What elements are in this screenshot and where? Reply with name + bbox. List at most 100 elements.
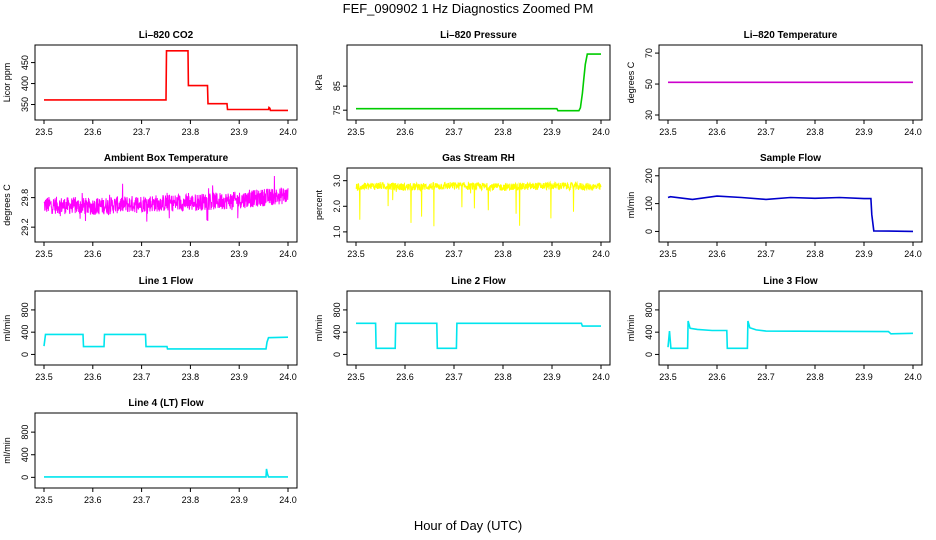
x-tick-label: 23.8 bbox=[182, 249, 200, 259]
plot-frame bbox=[34, 290, 298, 366]
y-axis-title: ml/min bbox=[2, 315, 12, 342]
x-tick-label: 24.0 bbox=[279, 495, 297, 505]
panel-9: Line 3 Flow 23.5 23.6 23.7 23.8 23.9 24.0 0 400 8… bbox=[626, 276, 923, 382]
x-tick-label: 23.8 bbox=[182, 495, 200, 505]
x-tick-label: 23.6 bbox=[708, 249, 726, 259]
y-tick-label: 200 bbox=[644, 168, 654, 183]
x-axis-label: Hour of Day (UTC) bbox=[413, 518, 523, 533]
y-axis-title: kPa bbox=[314, 75, 324, 91]
panel-title: Ambient Box Temperature bbox=[104, 153, 229, 164]
x-tick-label: 23.8 bbox=[806, 249, 824, 259]
x-tick-label: 23.9 bbox=[230, 127, 248, 137]
panel-title: Li–820 Temperature bbox=[744, 30, 838, 41]
y-tick-label: 450 bbox=[20, 55, 30, 70]
y-axis-title: ml/min bbox=[2, 437, 12, 464]
x-tick-label: 23.7 bbox=[445, 372, 463, 382]
plot-frame bbox=[34, 167, 298, 243]
x-tick-label: 23.7 bbox=[133, 495, 151, 505]
series-line bbox=[44, 468, 288, 478]
panel-8: Line 2 Flow 23.5 23.6 23.7 23.8 23.9 24.0 0 400 8… bbox=[314, 276, 611, 382]
plot-frame bbox=[346, 167, 611, 243]
x-tick-label: 23.5 bbox=[659, 127, 677, 137]
x-tick-label: 23.6 bbox=[396, 249, 414, 259]
y-axis-title: degrees C bbox=[626, 61, 636, 103]
y-tick-label: 800 bbox=[20, 302, 30, 317]
plot-frame bbox=[658, 290, 923, 366]
y-tick-label: 400 bbox=[644, 325, 654, 340]
x-tick-label: 23.6 bbox=[84, 249, 102, 259]
series-line bbox=[355, 180, 602, 227]
x-tick-label: 23.9 bbox=[855, 127, 873, 137]
panel-title: Sample Flow bbox=[760, 153, 821, 164]
panel-title: Gas Stream RH bbox=[442, 153, 515, 164]
y-tick-label: 30 bbox=[644, 110, 654, 120]
series-line bbox=[356, 53, 601, 112]
y-axis-title: Licor ppm bbox=[2, 63, 12, 103]
x-tick-label: 23.7 bbox=[445, 127, 463, 137]
panel-3: Li–820 Temperature 23.5 23.6 23.7 23.8 23.9 24… bbox=[626, 30, 923, 137]
panel-title: Line 3 Flow bbox=[763, 276, 818, 287]
x-tick-label: 23.5 bbox=[35, 249, 53, 259]
y-tick-label: 800 bbox=[332, 302, 342, 317]
x-tick-label: 23.7 bbox=[757, 127, 775, 137]
panel-title: Li–820 CO2 bbox=[139, 30, 194, 41]
y-tick-label: 0 bbox=[20, 352, 30, 357]
y-axis-title: percent bbox=[314, 189, 324, 220]
y-tick-label: 0 bbox=[332, 352, 342, 357]
panel-7: Line 1 Flow 23.5 23.6 23.7 23.8 23.9 24.0 0 400 8… bbox=[2, 276, 298, 382]
x-tick-label: 24.0 bbox=[279, 249, 297, 259]
x-tick-label: 23.8 bbox=[494, 372, 512, 382]
y-tick-label: 800 bbox=[20, 425, 30, 440]
panel-title: Line 4 (LT) Flow bbox=[128, 398, 204, 409]
y-tick-label: 50 bbox=[644, 79, 654, 89]
x-tick-label: 23.6 bbox=[708, 372, 726, 382]
x-tick-label: 23.7 bbox=[133, 127, 151, 137]
x-tick-label: 24.0 bbox=[904, 372, 922, 382]
y-tick-label: 100 bbox=[644, 196, 654, 211]
x-tick-label: 23.7 bbox=[445, 249, 463, 259]
x-tick-label: 23.9 bbox=[855, 372, 873, 382]
panel-title: Line 1 Flow bbox=[139, 276, 194, 287]
x-tick-label: 24.0 bbox=[279, 127, 297, 137]
x-tick-label: 23.8 bbox=[494, 127, 512, 137]
y-tick-label: 1.0 bbox=[332, 226, 342, 239]
x-tick-label: 23.5 bbox=[35, 495, 53, 505]
x-tick-label: 24.0 bbox=[904, 127, 922, 137]
y-tick-label: 85 bbox=[332, 81, 342, 91]
plot-frame bbox=[346, 44, 611, 121]
plot-frame bbox=[34, 44, 298, 121]
y-tick-label: 400 bbox=[20, 76, 30, 91]
x-tick-label: 23.6 bbox=[396, 127, 414, 137]
x-tick-label: 23.6 bbox=[396, 372, 414, 382]
series-line bbox=[43, 333, 289, 350]
x-tick-label: 24.0 bbox=[592, 127, 610, 137]
x-tick-label: 23.7 bbox=[133, 372, 151, 382]
y-tick-label: 70 bbox=[644, 48, 654, 58]
y-tick-label: 0 bbox=[644, 352, 654, 357]
y-tick-label: 400 bbox=[20, 447, 30, 462]
y-tick-label: 400 bbox=[332, 325, 342, 340]
x-tick-label: 23.8 bbox=[806, 127, 824, 137]
plot-frame bbox=[34, 412, 298, 489]
x-tick-label: 23.9 bbox=[230, 495, 248, 505]
x-tick-label: 23.9 bbox=[543, 127, 561, 137]
x-tick-label: 23.7 bbox=[757, 249, 775, 259]
panel-10: Line 4 (LT) Flow 23.5 23.6 23.7 23.8 23.9 24.0… bbox=[2, 398, 298, 505]
x-tick-label: 23.9 bbox=[855, 249, 873, 259]
series-line bbox=[356, 322, 601, 350]
x-tick-label: 24.0 bbox=[904, 249, 922, 259]
y-axis-title: ml/min bbox=[314, 315, 324, 342]
x-tick-label: 23.5 bbox=[347, 127, 365, 137]
x-tick-label: 23.9 bbox=[230, 249, 248, 259]
panel-2: Li–820 Pressure 23.5 23.6 23.7 23.8 23.9 24.0 7… bbox=[314, 30, 611, 137]
y-tick-label: 75 bbox=[332, 105, 342, 115]
x-tick-label: 23.8 bbox=[494, 249, 512, 259]
y-axis-title: ml/min bbox=[626, 315, 636, 342]
series-line bbox=[43, 175, 289, 222]
y-tick-label: 29.8 bbox=[20, 189, 30, 207]
y-tick-label: 0 bbox=[644, 229, 654, 234]
x-tick-label: 23.7 bbox=[757, 372, 775, 382]
y-axis-title: degrees C bbox=[2, 184, 12, 226]
plot-frame bbox=[658, 167, 923, 243]
